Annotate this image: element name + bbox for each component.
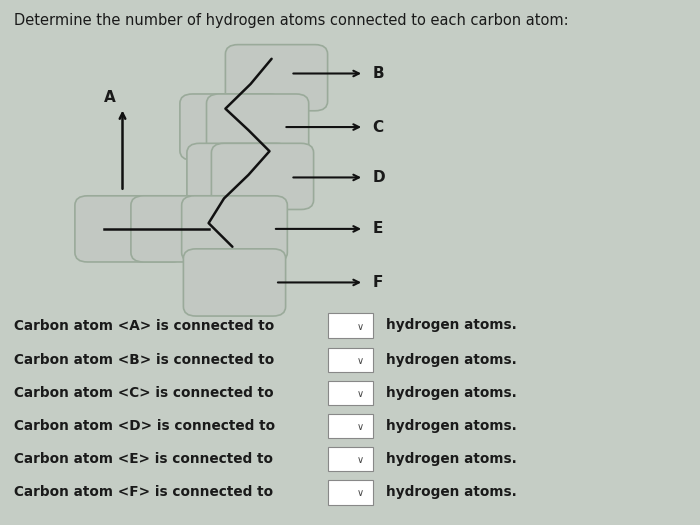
Text: Carbon atom <E> is connected to: Carbon atom <E> is connected to [14,453,273,466]
FancyBboxPatch shape [328,313,373,338]
Text: Carbon atom <A> is connected to: Carbon atom <A> is connected to [14,319,274,332]
Text: ∨: ∨ [357,355,364,366]
FancyBboxPatch shape [187,143,289,209]
FancyBboxPatch shape [211,143,314,209]
Text: ∨: ∨ [357,388,364,399]
Text: Carbon atom <D> is connected to: Carbon atom <D> is connected to [14,419,275,433]
FancyBboxPatch shape [131,196,240,262]
Text: hydrogen atoms.: hydrogen atoms. [386,453,517,466]
Text: hydrogen atoms.: hydrogen atoms. [386,486,517,499]
Text: Determine the number of hydrogen atoms connected to each carbon atom:: Determine the number of hydrogen atoms c… [14,13,568,28]
Text: ∨: ∨ [357,321,364,332]
Text: ∨: ∨ [357,455,364,466]
FancyBboxPatch shape [75,196,184,262]
FancyBboxPatch shape [328,447,373,471]
FancyBboxPatch shape [182,196,287,262]
Text: hydrogen atoms.: hydrogen atoms. [386,419,517,433]
FancyBboxPatch shape [328,381,373,405]
Text: Carbon atom <B> is connected to: Carbon atom <B> is connected to [14,353,274,366]
Text: ∨: ∨ [357,488,364,499]
Text: ∨: ∨ [357,422,364,433]
FancyBboxPatch shape [225,45,328,111]
FancyBboxPatch shape [328,348,373,372]
FancyBboxPatch shape [183,249,286,316]
Text: hydrogen atoms.: hydrogen atoms. [386,353,517,366]
Text: D: D [372,170,385,185]
Text: Carbon atom <F> is connected to: Carbon atom <F> is connected to [14,486,273,499]
FancyBboxPatch shape [328,414,373,438]
Text: Carbon atom <C> is connected to: Carbon atom <C> is connected to [14,386,274,400]
FancyBboxPatch shape [328,480,373,505]
FancyBboxPatch shape [206,94,309,160]
Text: C: C [372,120,384,134]
FancyBboxPatch shape [180,94,282,160]
Text: hydrogen atoms.: hydrogen atoms. [386,319,517,332]
Text: A: A [104,90,116,105]
Text: B: B [372,66,384,81]
Text: F: F [372,275,383,290]
Text: E: E [372,222,383,236]
Text: hydrogen atoms.: hydrogen atoms. [386,386,517,400]
